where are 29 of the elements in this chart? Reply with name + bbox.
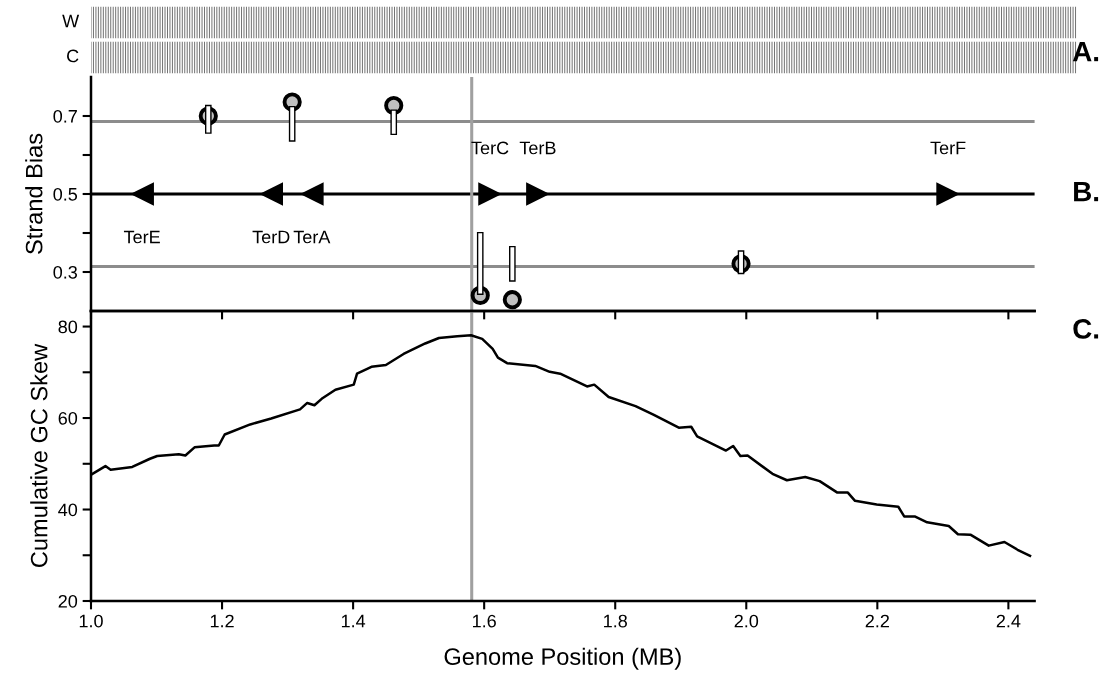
- y-axis-title: Strand Bias: [25, 133, 43, 254]
- text: C.: [1073, 319, 1099, 339]
- y-tick-label: 0.7: [53, 109, 77, 123]
- data-label: TerF: [930, 141, 966, 155]
- x-tick-label: 2.0: [734, 614, 759, 628]
- text: A.: [1072, 42, 1099, 62]
- x-tick-label: 1.4: [341, 614, 366, 628]
- x-axis-title: Genome Position (MB): [444, 647, 681, 670]
- y-tick-label: 80: [58, 320, 78, 334]
- y-axis-title: Cumulative GC Skew: [30, 343, 48, 567]
- category-label: C: [67, 49, 79, 63]
- x-tick-label: 1.8: [604, 614, 627, 628]
- y-tick-label: 20: [58, 594, 78, 608]
- x-tick-label: 1.6: [472, 614, 496, 628]
- category-label: W: [62, 14, 80, 28]
- y-tick-label: 60: [58, 411, 78, 425]
- data-label: TerE: [123, 230, 160, 244]
- x-tick-label: 1.0: [79, 614, 103, 628]
- data-label: TerA: [293, 230, 331, 244]
- y-tick-label: 0.3: [53, 265, 78, 279]
- x-tick-label: 2.2: [865, 614, 889, 628]
- text: B.: [1074, 182, 1099, 202]
- y-tick-label: 0.5: [53, 187, 78, 201]
- y-tick-label: 40: [58, 503, 78, 517]
- data-label: TerC: [471, 141, 509, 155]
- data-label: TerD: [252, 230, 290, 244]
- data-label: TerB: [519, 141, 556, 155]
- x-tick-label: 1.2: [210, 614, 234, 628]
- x-tick-label: 2.4: [996, 614, 1021, 628]
